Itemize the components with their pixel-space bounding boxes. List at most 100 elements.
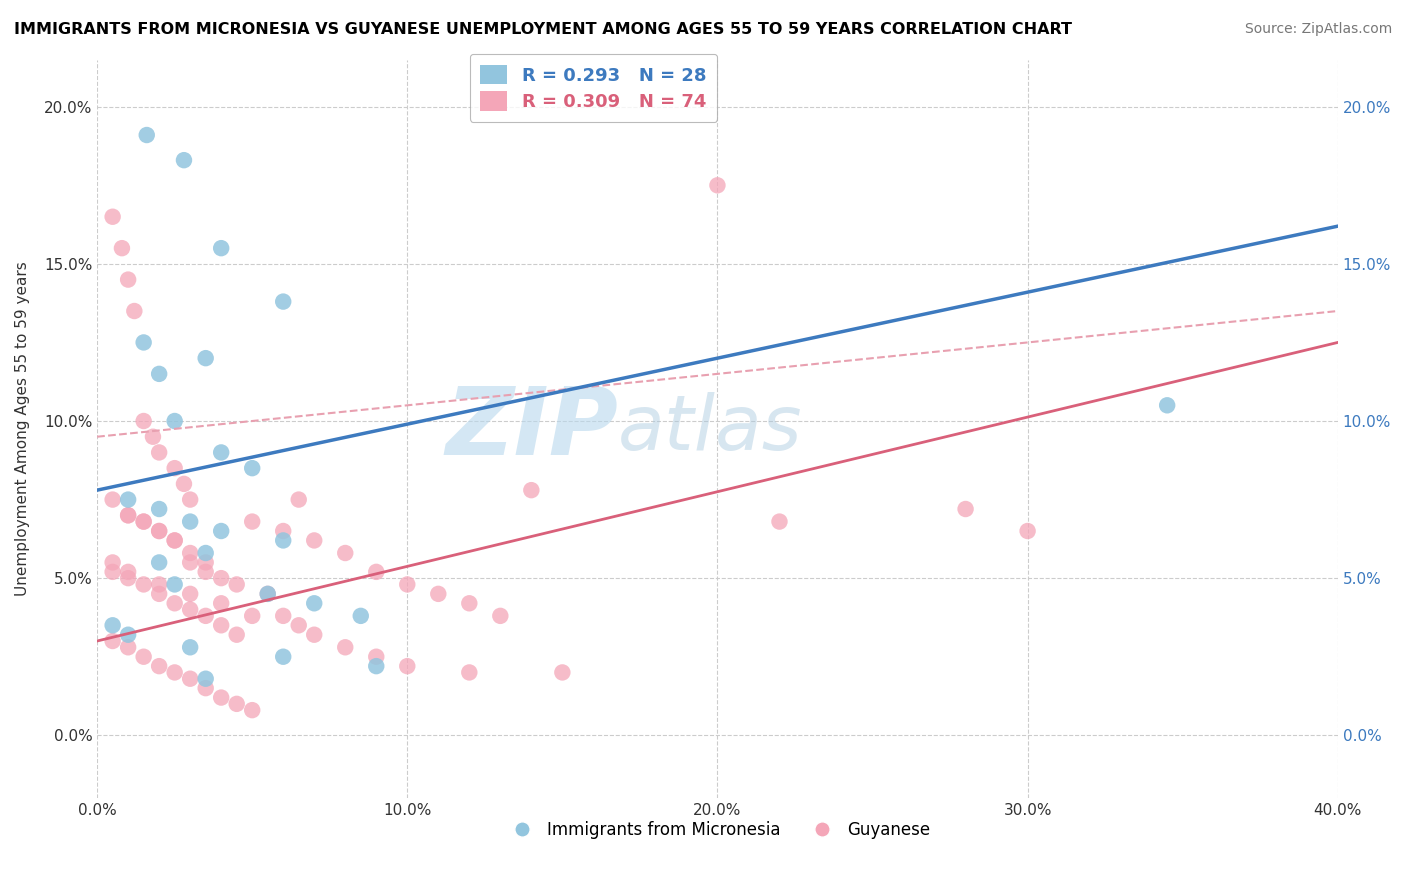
Point — [240, 515, 263, 529]
Point — [287, 618, 309, 632]
Point — [225, 628, 247, 642]
Point — [768, 515, 790, 529]
Text: atlas: atlas — [619, 392, 803, 466]
Point — [163, 414, 186, 428]
Point — [163, 596, 186, 610]
Point — [489, 608, 512, 623]
Point — [117, 628, 139, 642]
Point — [271, 649, 294, 664]
Point — [163, 461, 186, 475]
Point — [132, 515, 155, 529]
Point — [209, 241, 232, 255]
Point — [163, 577, 186, 591]
Y-axis label: Unemployment Among Ages 55 to 59 years: Unemployment Among Ages 55 to 59 years — [15, 261, 30, 596]
Point — [132, 515, 155, 529]
Point — [179, 515, 201, 529]
Point — [148, 502, 170, 516]
Point — [148, 556, 170, 570]
Point — [101, 492, 124, 507]
Point — [194, 556, 217, 570]
Point — [209, 690, 232, 705]
Point — [132, 335, 155, 350]
Point — [148, 524, 170, 538]
Point — [366, 659, 388, 673]
Point — [163, 533, 186, 548]
Point — [132, 577, 155, 591]
Legend: Immigrants from Micronesia, Guyanese: Immigrants from Micronesia, Guyanese — [498, 814, 936, 846]
Point — [194, 672, 217, 686]
Point — [225, 577, 247, 591]
Point — [427, 587, 450, 601]
Point — [117, 508, 139, 523]
Point — [132, 414, 155, 428]
Point — [209, 596, 232, 610]
Point — [396, 659, 419, 673]
Point — [142, 430, 165, 444]
Point — [271, 533, 294, 548]
Point — [101, 618, 124, 632]
Point — [101, 634, 124, 648]
Point — [132, 649, 155, 664]
Point — [124, 304, 146, 318]
Point — [148, 445, 170, 459]
Point — [101, 565, 124, 579]
Point — [396, 577, 419, 591]
Point — [1156, 398, 1178, 412]
Point — [111, 241, 134, 255]
Point — [335, 546, 357, 560]
Point — [209, 571, 232, 585]
Point — [179, 556, 201, 570]
Point — [117, 565, 139, 579]
Point — [148, 577, 170, 591]
Point — [173, 153, 195, 168]
Point — [225, 697, 247, 711]
Point — [179, 602, 201, 616]
Point — [302, 596, 325, 610]
Point — [179, 587, 201, 601]
Point — [366, 649, 388, 664]
Point — [256, 587, 278, 601]
Point — [520, 483, 543, 497]
Point — [287, 492, 309, 507]
Point — [163, 665, 186, 680]
Point — [179, 672, 201, 686]
Point — [101, 556, 124, 570]
Point — [135, 128, 157, 142]
Point — [706, 178, 728, 193]
Point — [366, 565, 388, 579]
Point — [179, 640, 201, 655]
Point — [101, 210, 124, 224]
Point — [194, 681, 217, 695]
Point — [551, 665, 574, 680]
Point — [271, 608, 294, 623]
Point — [458, 596, 481, 610]
Point — [173, 476, 195, 491]
Point — [240, 608, 263, 623]
Point — [148, 524, 170, 538]
Point — [209, 445, 232, 459]
Point — [194, 565, 217, 579]
Point — [179, 546, 201, 560]
Point — [302, 628, 325, 642]
Point — [148, 587, 170, 601]
Point — [271, 524, 294, 538]
Point — [194, 608, 217, 623]
Text: IMMIGRANTS FROM MICRONESIA VS GUYANESE UNEMPLOYMENT AMONG AGES 55 TO 59 YEARS CO: IMMIGRANTS FROM MICRONESIA VS GUYANESE U… — [14, 22, 1071, 37]
Point — [117, 571, 139, 585]
Point — [271, 294, 294, 309]
Point — [955, 502, 977, 516]
Point — [148, 659, 170, 673]
Point — [194, 351, 217, 366]
Point — [240, 703, 263, 717]
Point — [256, 587, 278, 601]
Point — [209, 618, 232, 632]
Point — [1017, 524, 1039, 538]
Point — [302, 533, 325, 548]
Point — [117, 272, 139, 286]
Point — [163, 533, 186, 548]
Point — [350, 608, 373, 623]
Point — [194, 546, 217, 560]
Point — [335, 640, 357, 655]
Text: Source: ZipAtlas.com: Source: ZipAtlas.com — [1244, 22, 1392, 37]
Point — [458, 665, 481, 680]
